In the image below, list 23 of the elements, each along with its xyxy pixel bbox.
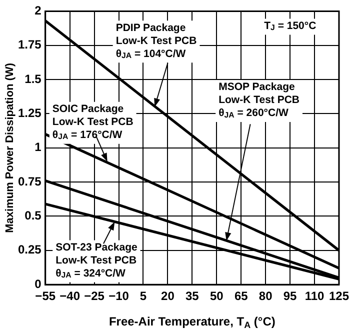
y-tick-label: 1.25 bbox=[18, 106, 42, 120]
y-tick-label: 0 bbox=[34, 276, 42, 291]
x-tick-label: 125 bbox=[328, 289, 350, 304]
y-tick-label: 1.5 bbox=[24, 72, 42, 86]
x-tick-label: −10 bbox=[108, 289, 130, 304]
x-tick-label: −55 bbox=[35, 289, 56, 304]
x-tick-label: 5 bbox=[140, 289, 147, 304]
y-tick-label: 2 bbox=[34, 4, 42, 18]
x-tick-label: 80 bbox=[258, 289, 273, 304]
x-tick-label: 65 bbox=[234, 289, 248, 304]
x-tick-label: 95 bbox=[283, 289, 298, 304]
y-tick-label: 1.75 bbox=[18, 38, 42, 52]
y-tick-label: 0.75 bbox=[18, 174, 42, 188]
y-axis-title: Maximum Power Dissipation (W) bbox=[4, 62, 16, 233]
x-tick-label: 35 bbox=[185, 289, 200, 304]
x-tick-label: 110 bbox=[304, 289, 325, 304]
y-tick-label: 0.25 bbox=[18, 242, 42, 257]
x-tick-label: −40 bbox=[60, 289, 80, 304]
x-tick-label: 50 bbox=[210, 289, 224, 304]
y-tick-label: 1 bbox=[34, 140, 42, 154]
x-tick-label: 20 bbox=[161, 289, 175, 304]
y-tick-label: 0.5 bbox=[24, 208, 42, 223]
x-tick-label: −25 bbox=[84, 289, 105, 304]
